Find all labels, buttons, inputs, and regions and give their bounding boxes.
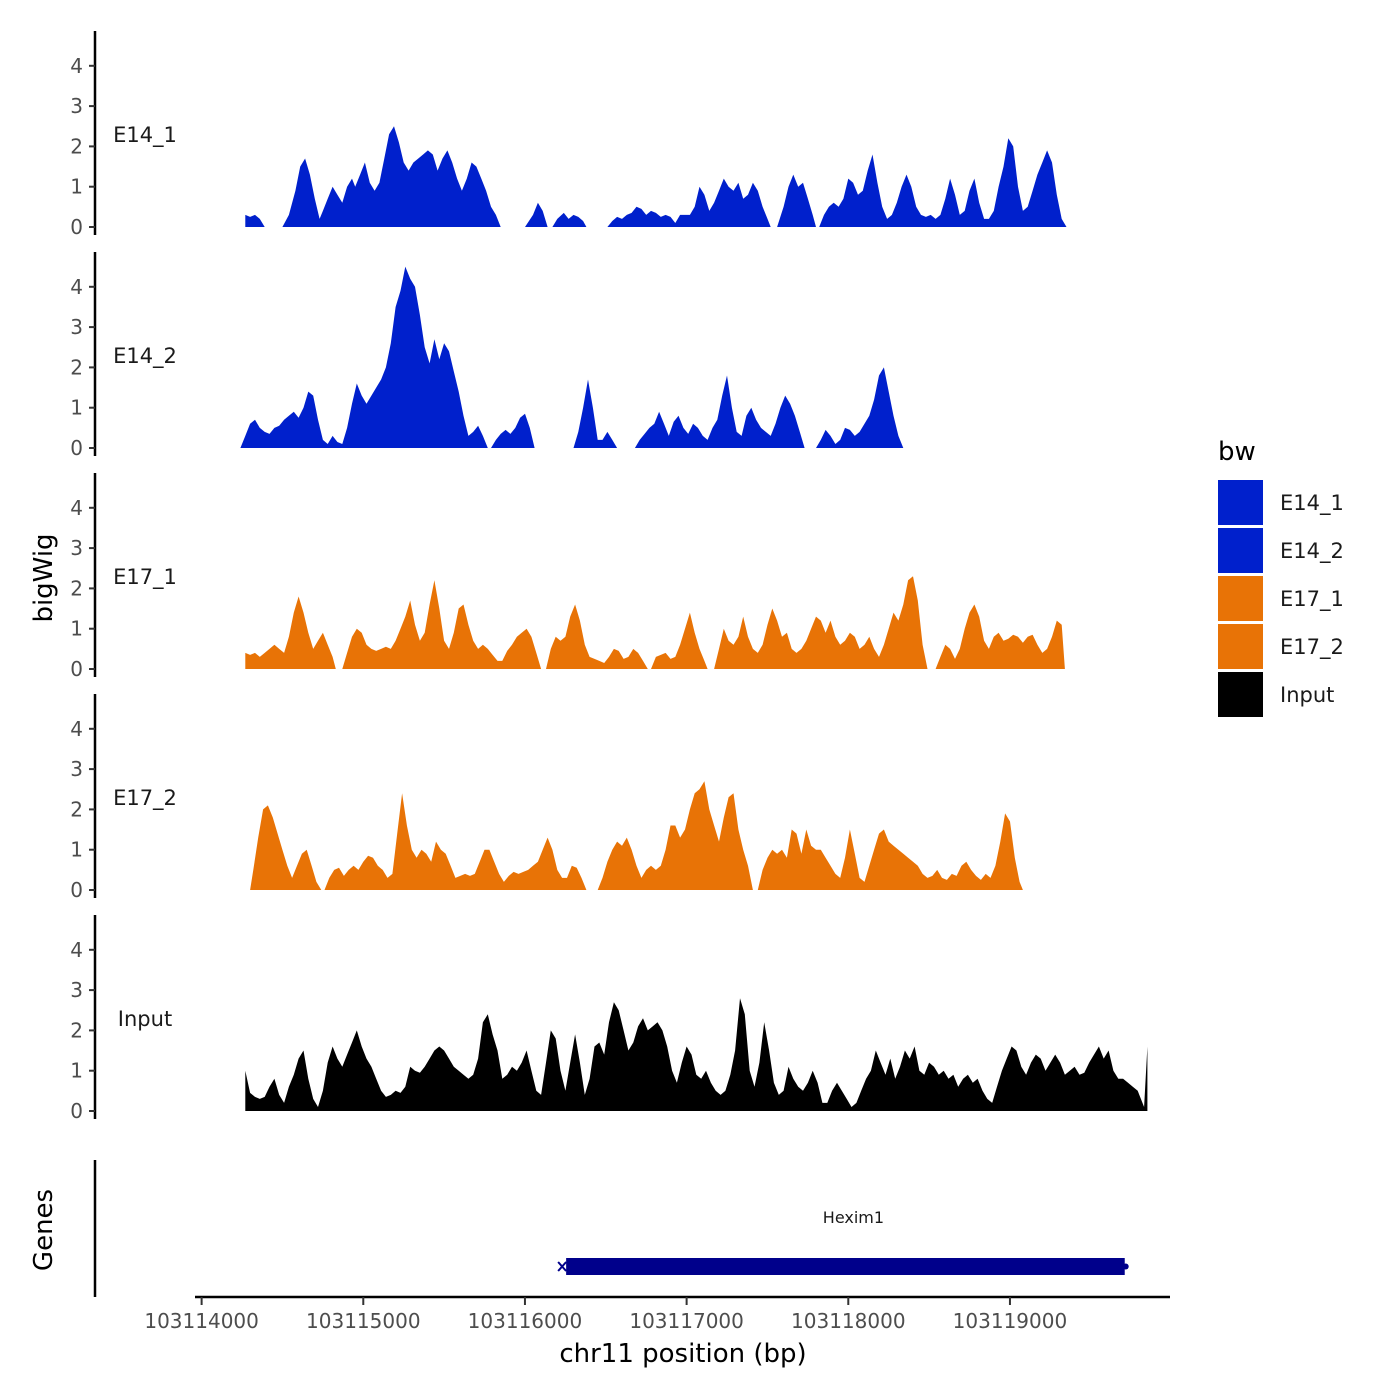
legend-swatch <box>1218 528 1263 573</box>
track-label: E14_1 <box>113 123 177 148</box>
y-tick-label: 3 <box>70 536 83 560</box>
y-tick-label: 2 <box>70 134 83 158</box>
y-tick-label: 0 <box>70 1099 83 1123</box>
legend-swatch <box>1218 480 1263 525</box>
legend: bw E14_1 E14_2 E17_1 E17_2 Input <box>1218 437 1344 717</box>
y-tick-label: 4 <box>70 54 83 78</box>
y-tick-label: 3 <box>70 757 83 781</box>
x-tick-label: 103116000 <box>468 1309 583 1333</box>
x-tick-label: 103118000 <box>791 1309 906 1333</box>
y-tick-label: 3 <box>70 978 83 1002</box>
y-tick-label: 4 <box>70 938 83 962</box>
track-e17-1: 0 1 2 3 4 E17_1 <box>70 473 1065 681</box>
legend-label: E17_1 <box>1280 587 1344 612</box>
y-tick-label: 0 <box>70 657 83 681</box>
y-tick-label: 4 <box>70 496 83 520</box>
y-tick-label: 0 <box>70 215 83 239</box>
track-e17-2: 0 1 2 3 4 E17_2 <box>70 694 1023 902</box>
gene-hexim1: Hexim1 <box>557 1208 1129 1275</box>
coverage-area-input <box>245 998 1148 1111</box>
y-tick-label: 1 <box>70 175 83 199</box>
legend-swatch <box>1218 576 1263 621</box>
y-tick-label: 3 <box>70 94 83 118</box>
y-tick-label: 0 <box>70 436 83 460</box>
genes-track-title: Genes <box>29 1189 59 1271</box>
genes-layer: Hexim1 <box>93 1160 1129 1297</box>
y-tick-label: 2 <box>70 1018 83 1042</box>
x-axis-title: chr11 position (bp) <box>559 1339 806 1369</box>
track-label: E17_1 <box>113 565 177 590</box>
y-tick-label: 1 <box>70 617 83 641</box>
y-tick-label: 4 <box>70 275 83 299</box>
y-tick-label: 3 <box>70 315 83 339</box>
coverage-area-e14-1 <box>245 126 1067 227</box>
gene-strand-marker <box>557 1261 567 1272</box>
gene-body <box>566 1258 1125 1275</box>
x-tick-label: 103117000 <box>629 1309 744 1333</box>
y-tick-label: 0 <box>70 878 83 902</box>
y-tick-label: 4 <box>70 717 83 741</box>
y-tick-label: 1 <box>70 838 83 862</box>
y-tick-label: 2 <box>70 355 83 379</box>
legend-title: bw <box>1218 437 1256 467</box>
legend-swatch <box>1218 672 1263 717</box>
legend-label: E17_2 <box>1280 635 1344 660</box>
y-axis-title: bigWig <box>29 533 59 622</box>
gene-label: Hexim1 <box>823 1208 884 1227</box>
coverage-area-e17-2 <box>250 781 1023 890</box>
track-input: 0 1 2 3 4 Input <box>70 915 1148 1123</box>
y-tick-label: 2 <box>70 797 83 821</box>
tracks-layer: 0 1 2 3 4 E14_1 0 1 2 3 4 E14_2 0 1 2 3 4 E17_1 0 1 2 3 4 E17_2… <box>70 31 1148 1123</box>
legend-item-e14-2: E14_2 <box>1218 528 1344 573</box>
legend-label: Input <box>1280 683 1334 707</box>
legend-item-e17-1: E17_1 <box>1218 576 1344 621</box>
x-tick-label: 103115000 <box>306 1309 421 1333</box>
coverage-area-e17-1 <box>245 576 1065 669</box>
x-tick-label: 103119000 <box>953 1309 1068 1333</box>
gene-end-marker <box>1122 1263 1129 1270</box>
y-tick-label: 1 <box>70 396 83 420</box>
y-tick-label: 2 <box>70 576 83 600</box>
y-tick-label: 1 <box>70 1059 83 1083</box>
legend-swatch <box>1218 624 1263 669</box>
x-axis: 103114000 103115000 103116000 103117000 1031… <box>144 1295 1170 1333</box>
track-e14-1: 0 1 2 3 4 E14_1 <box>70 31 1067 239</box>
legend-item-input: Input <box>1218 672 1334 717</box>
track-label: Input <box>118 1007 172 1031</box>
legend-item-e14-1: E14_1 <box>1218 480 1344 525</box>
track-label: E17_2 <box>113 786 177 811</box>
legend-item-e17-2: E17_2 <box>1218 624 1344 669</box>
track-label: E14_2 <box>113 344 177 369</box>
legend-label: E14_1 <box>1280 491 1344 516</box>
coverage-area-e14-2 <box>240 266 904 448</box>
track-e14-2: 0 1 2 3 4 E14_2 <box>70 252 904 460</box>
x-tick-label: 103114000 <box>144 1309 259 1333</box>
legend-label: E14_2 <box>1280 539 1344 564</box>
